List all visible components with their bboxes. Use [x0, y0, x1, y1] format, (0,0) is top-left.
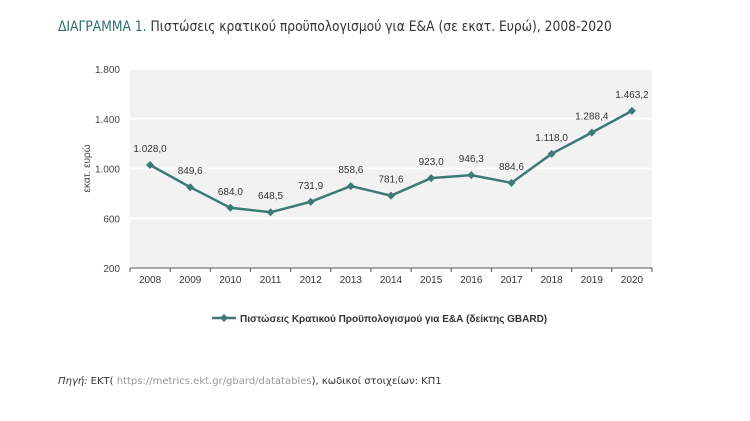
legend-marker: [220, 314, 228, 322]
data-label: 849,6: [178, 166, 203, 177]
x-tick-label: 2019: [581, 275, 604, 286]
x-tick-label: 2014: [380, 275, 403, 286]
x-tick-label: 2010: [219, 275, 242, 286]
data-label: 923,0: [419, 157, 444, 168]
data-point: [306, 197, 315, 206]
data-point: [266, 208, 275, 217]
y-tick-label: 1.000: [95, 165, 120, 176]
source-codes: ), κωδικοί στοιχείων: ΚΠ1: [311, 376, 442, 387]
source-org: ΕΚΤ(: [90, 376, 114, 387]
legend-label: Πιστώσεις Κρατικού Προϋπολογισμού για Ε&…: [240, 314, 547, 325]
title-text: Πιστώσεις κρατικού προϋπολογισμού για Ε&…: [150, 19, 612, 35]
data-point: [587, 128, 596, 137]
x-tick-label: 2017: [500, 275, 523, 286]
data-label: 884,6: [499, 162, 524, 173]
y-tick-label: 1.400: [95, 115, 120, 126]
data-label: 1.028,0: [133, 144, 167, 155]
x-tick-label: 2016: [460, 275, 483, 286]
x-tick-label: 2013: [340, 275, 363, 286]
data-label: 781,6: [378, 175, 403, 186]
data-point: [547, 149, 556, 158]
x-tick-label: 2011: [260, 275, 282, 286]
data-point: [146, 161, 155, 170]
figure-number: ΔΙΑΓΡΑΜΜΑ 1.: [58, 19, 147, 35]
data-point: [346, 182, 355, 191]
x-tick-label: 2015: [420, 275, 443, 286]
source-note: Πηγή: ΕΚΤ( https://metrics.ekt.gr/gbard/…: [58, 376, 442, 387]
y-tick-label: 200: [103, 264, 120, 275]
data-point: [627, 106, 636, 115]
data-point: [427, 174, 436, 183]
chart-title: ΔΙΑΓΡΑΜΜΑ 1. Πιστώσεις κρατικού προϋπολο…: [58, 19, 612, 35]
data-label: 1.288,4: [575, 112, 609, 123]
data-label: 858,6: [338, 165, 363, 176]
x-tick-label: 2020: [621, 275, 644, 286]
data-label: 1.118,0: [535, 133, 568, 144]
x-tick-label: 2009: [179, 275, 202, 286]
x-tick-label: 2012: [300, 275, 323, 286]
data-point: [226, 203, 235, 212]
data-label: 731,9: [298, 181, 323, 192]
data-label: 946,3: [459, 154, 484, 165]
y-tick-label: 600: [103, 214, 120, 225]
data-point: [507, 178, 516, 187]
data-point: [467, 171, 476, 180]
data-label: 1.463,2: [615, 90, 649, 101]
data-label: 648,5: [258, 191, 283, 202]
source-label: Πηγή:: [58, 376, 88, 387]
source-url[interactable]: https://metrics.ekt.gr/gbard/datatables: [116, 376, 312, 387]
y-axis-label: εκατ. ευρώ: [81, 144, 93, 192]
data-point: [186, 183, 195, 192]
x-tick-label: 2018: [540, 275, 563, 286]
y-tick-label: 1.800: [95, 65, 120, 76]
x-tick-label: 2008: [139, 275, 162, 286]
data-label: 684,0: [218, 187, 243, 198]
data-point: [387, 191, 395, 200]
